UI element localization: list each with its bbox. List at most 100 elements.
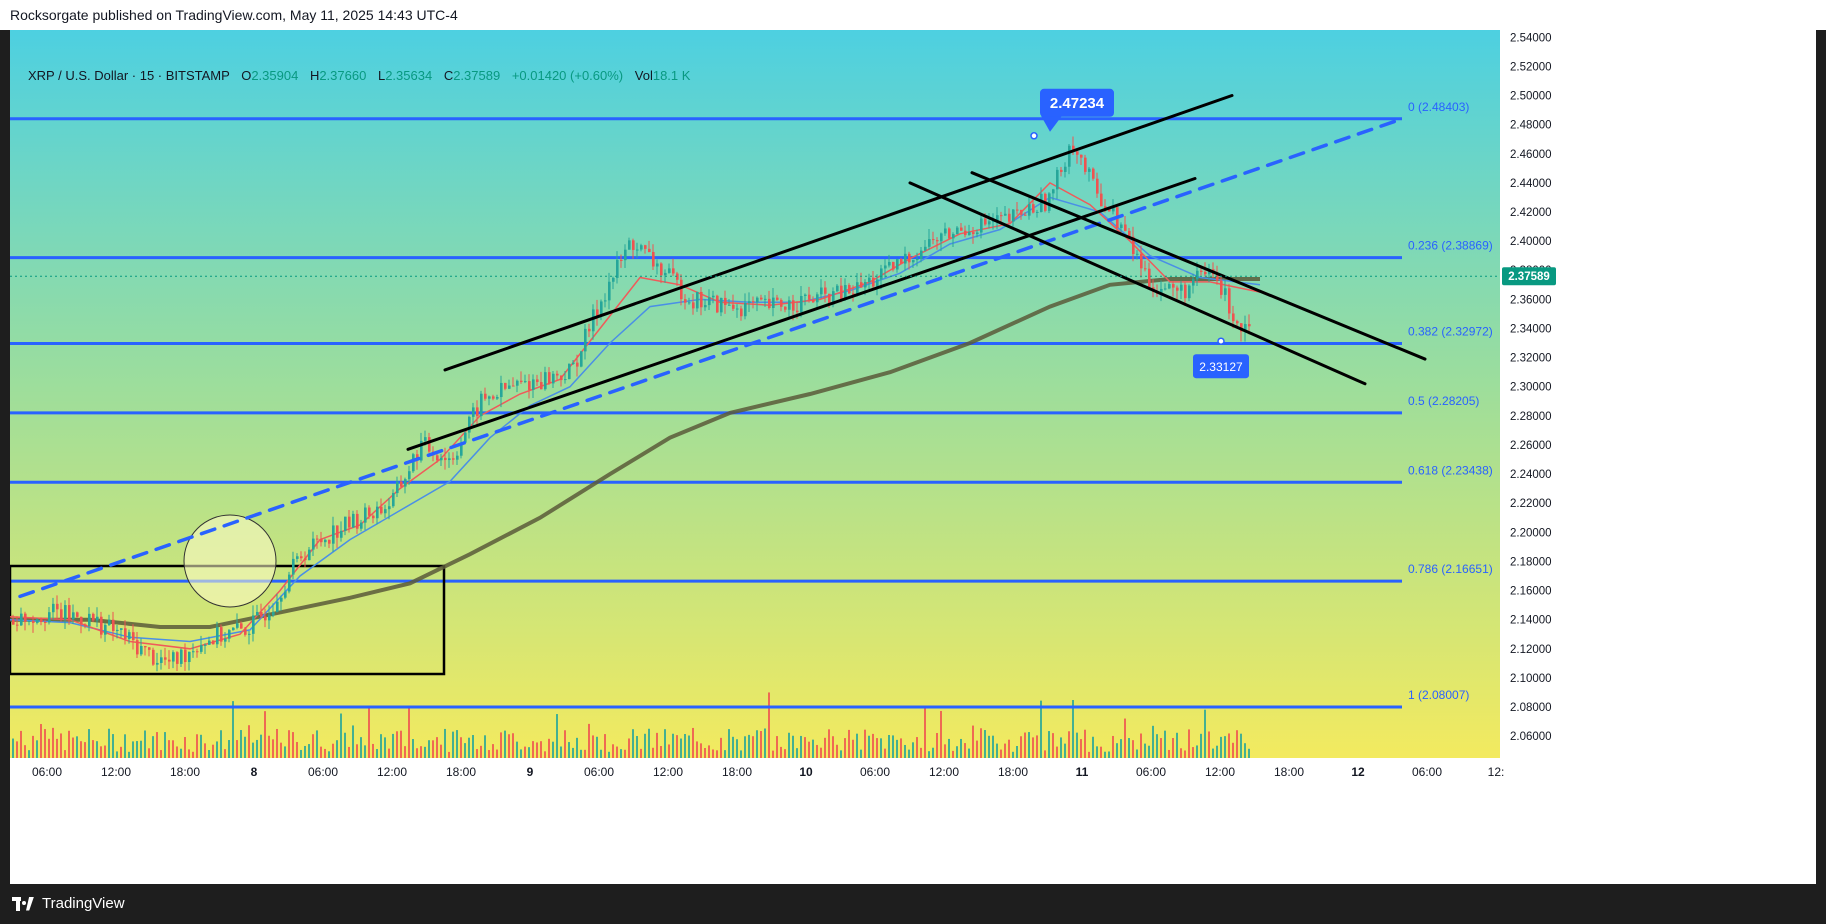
- candle-body: [340, 530, 343, 538]
- candle-body: [68, 605, 71, 620]
- tradingview-logo[interactable]: TradingView: [12, 895, 125, 912]
- trendline-dashed-support: [18, 118, 1400, 599]
- candle-body: [920, 250, 923, 259]
- high-callout-label: 2.47234: [1050, 95, 1105, 112]
- volume-bar: [360, 737, 362, 758]
- volume-bar: [776, 736, 778, 758]
- candle-body: [276, 601, 279, 612]
- candle-body: [668, 268, 671, 273]
- trendlines[interactable]: [18, 94, 1427, 599]
- candle-body: [24, 613, 27, 622]
- price-tick-label: 2.06000: [1510, 731, 1552, 743]
- candle-body: [984, 218, 987, 225]
- volume-bar: [596, 736, 598, 758]
- volume-bar: [1148, 745, 1150, 758]
- candle-body: [1072, 145, 1075, 152]
- volume-bar: [184, 737, 186, 758]
- volume-bar: [372, 743, 374, 758]
- candle-body: [756, 297, 759, 303]
- volume-bar: [736, 739, 738, 758]
- candle-body: [1224, 288, 1227, 295]
- volume-bar: [628, 738, 630, 758]
- candle-body: [528, 381, 531, 390]
- volume-bar: [964, 743, 966, 758]
- candle-body: [1200, 270, 1203, 272]
- volume-bar: [1172, 738, 1174, 758]
- volume-bar: [804, 737, 806, 758]
- volume-bar: [1112, 735, 1114, 758]
- volume-bar: [1248, 748, 1250, 758]
- candle-body: [1084, 157, 1087, 172]
- fibonacci-levels[interactable]: 0 (2.48403) 0.236 (2.38869) 0.382 (2.32972…: [10, 100, 1493, 709]
- candle-body: [924, 246, 927, 251]
- volume-bar: [656, 732, 658, 758]
- volume-bar: [936, 733, 938, 758]
- change-value: +0.01420 (+0.60%): [511, 68, 624, 83]
- volume-bar: [732, 736, 734, 758]
- candle-body: [268, 615, 271, 621]
- candle-body: [512, 385, 515, 387]
- volume-bar: [608, 751, 610, 758]
- volume-bar: [424, 746, 426, 758]
- candle-body: [1124, 224, 1127, 231]
- candle-body: [312, 538, 315, 550]
- candle-body: [500, 382, 503, 398]
- candle-body: [1160, 288, 1163, 295]
- volume-bar: [1072, 700, 1074, 758]
- volume-bar: [1160, 738, 1162, 758]
- price-tick-label: 2.50000: [1510, 91, 1552, 103]
- volume-bar: [1168, 749, 1170, 758]
- candle-body: [556, 373, 559, 376]
- volume-bar: [488, 750, 490, 758]
- volume-bar: [252, 742, 254, 758]
- candle-body: [320, 538, 323, 543]
- candle-body: [16, 624, 19, 626]
- volume-bar: [600, 749, 602, 758]
- candle-body: [244, 628, 247, 635]
- candle-body: [1244, 324, 1247, 332]
- candle-body: [1004, 213, 1007, 216]
- volume-bar: [20, 730, 22, 758]
- candle-body: [904, 253, 907, 264]
- volume-bar: [592, 735, 594, 758]
- low-value: 2.35634: [385, 68, 433, 83]
- candle-body: [684, 299, 687, 303]
- volume-bar: [1128, 738, 1130, 758]
- breakout-circle[interactable]: [183, 514, 277, 608]
- candle-body: [908, 253, 911, 263]
- volume-bar: [540, 741, 542, 758]
- volume-bar: [716, 750, 718, 758]
- high-callout: [1040, 88, 1114, 117]
- volume-bar: [1040, 700, 1042, 758]
- price-chart[interactable]: 0 (2.48403) 0.236 (2.38869) 0.382 (2.32972…: [8, 30, 1816, 884]
- price-tick-label: 2.32000: [1510, 353, 1552, 365]
- volume-bar: [296, 741, 298, 758]
- candle-body: [1104, 206, 1107, 209]
- candle-body: [1220, 280, 1223, 295]
- candle-body: [420, 440, 423, 461]
- volume-bar: [92, 740, 94, 758]
- volume-bar: [408, 707, 410, 758]
- candle-body: [768, 298, 771, 309]
- candle-body: [900, 259, 903, 264]
- candle-body: [232, 627, 235, 631]
- candle-body: [616, 259, 619, 278]
- volume-bar: [708, 745, 710, 758]
- volume-bar: [116, 751, 118, 758]
- candle-body: [1048, 193, 1051, 211]
- candle-body: [196, 651, 199, 653]
- volume-bar: [688, 735, 690, 758]
- volume-bar: [1196, 745, 1198, 758]
- volume-bar: [1232, 742, 1234, 758]
- volume-bar: [1164, 730, 1166, 758]
- candle-body: [576, 362, 579, 367]
- candle-body: [588, 328, 591, 332]
- chart-frame[interactable]: 0 (2.48403) 0.236 (2.38869) 0.382 (2.32972…: [8, 30, 1816, 884]
- volume-bar: [448, 751, 450, 758]
- fib-level-label: 0 (2.48403): [1408, 100, 1469, 114]
- price-tick-label: 2.16000: [1510, 586, 1552, 598]
- candle-body: [848, 285, 851, 294]
- candle-body: [1216, 274, 1219, 281]
- price-tick-label: 2.36000: [1510, 294, 1552, 306]
- volume-bar: [368, 707, 370, 758]
